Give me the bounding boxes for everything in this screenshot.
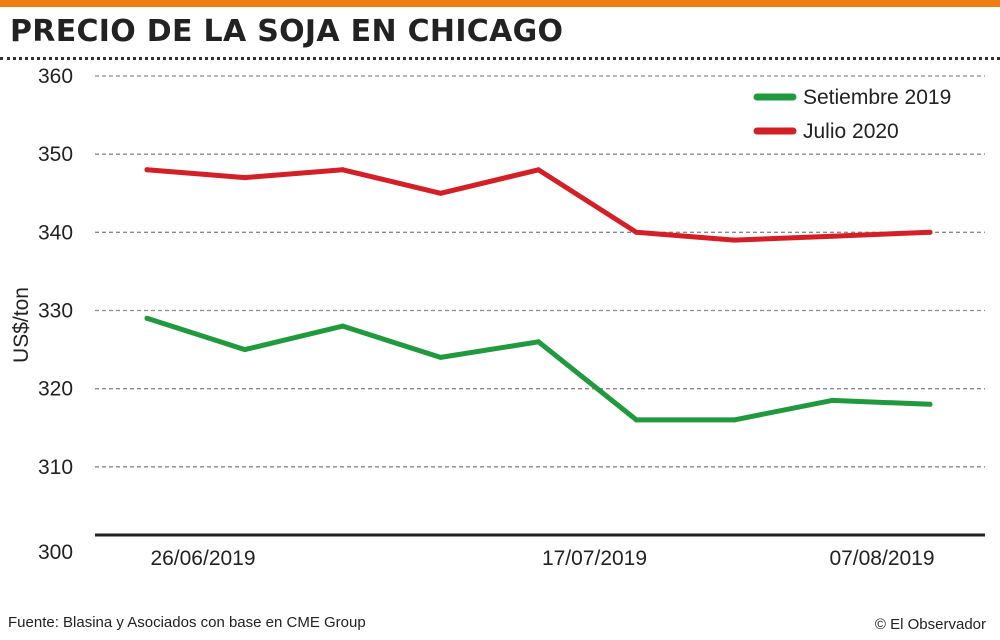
data-point: [438, 190, 444, 196]
data-point: [340, 323, 346, 329]
chart-title: PRECIO DE LA SOJA EN CHICAGO: [10, 14, 564, 49]
y-tick-label: 340: [38, 221, 73, 244]
data-point: [438, 354, 444, 360]
legend-label: Julio 2020: [803, 120, 899, 143]
series-lines: [144, 167, 933, 423]
y-tick-label: 330: [38, 300, 73, 323]
title-divider: [0, 57, 1000, 60]
data-point: [633, 229, 639, 235]
y-tick-label: 350: [38, 143, 73, 166]
gridlines: [95, 75, 985, 468]
data-point: [536, 339, 541, 345]
data-point: [927, 401, 933, 407]
top-accent-bar: [0, 0, 1000, 7]
credit-note: © El Observador: [874, 616, 986, 633]
source-note: Fuente: Blasina y Asociados con base en …: [8, 614, 366, 631]
data-point: [242, 175, 248, 181]
x-axis-ticks: 26/06/2019 17/07/2019 07/08/2019: [150, 547, 934, 570]
data-point: [829, 233, 835, 239]
x-tick-label: 17/07/2019: [542, 547, 647, 570]
data-point: [927, 229, 933, 235]
x-tick-label: 07/08/2019: [829, 547, 934, 570]
y-tick-label: 300: [38, 541, 73, 564]
data-point: [144, 315, 150, 321]
y-tick-label: 360: [38, 65, 73, 88]
data-point: [144, 167, 150, 173]
data-point: [731, 417, 737, 423]
data-point: [829, 397, 835, 403]
x-tick-label: 26/06/2019: [150, 547, 255, 570]
data-point: [242, 347, 248, 353]
series-line-2: [144, 167, 933, 243]
y-axis-label: US$/ton: [10, 287, 33, 363]
data-point: [633, 417, 639, 423]
data-point: [340, 167, 346, 173]
y-axis-ticks: 300 310 320 330 340 350 360: [38, 65, 73, 564]
series-line-1: [144, 315, 933, 423]
legend-label: Setiembre 2019: [803, 86, 951, 109]
y-tick-label: 320: [38, 378, 73, 401]
y-tick-label: 310: [38, 456, 73, 479]
legend: Setiembre 2019 Julio 2020: [753, 86, 951, 143]
data-point: [536, 167, 541, 173]
data-point: [731, 237, 737, 243]
